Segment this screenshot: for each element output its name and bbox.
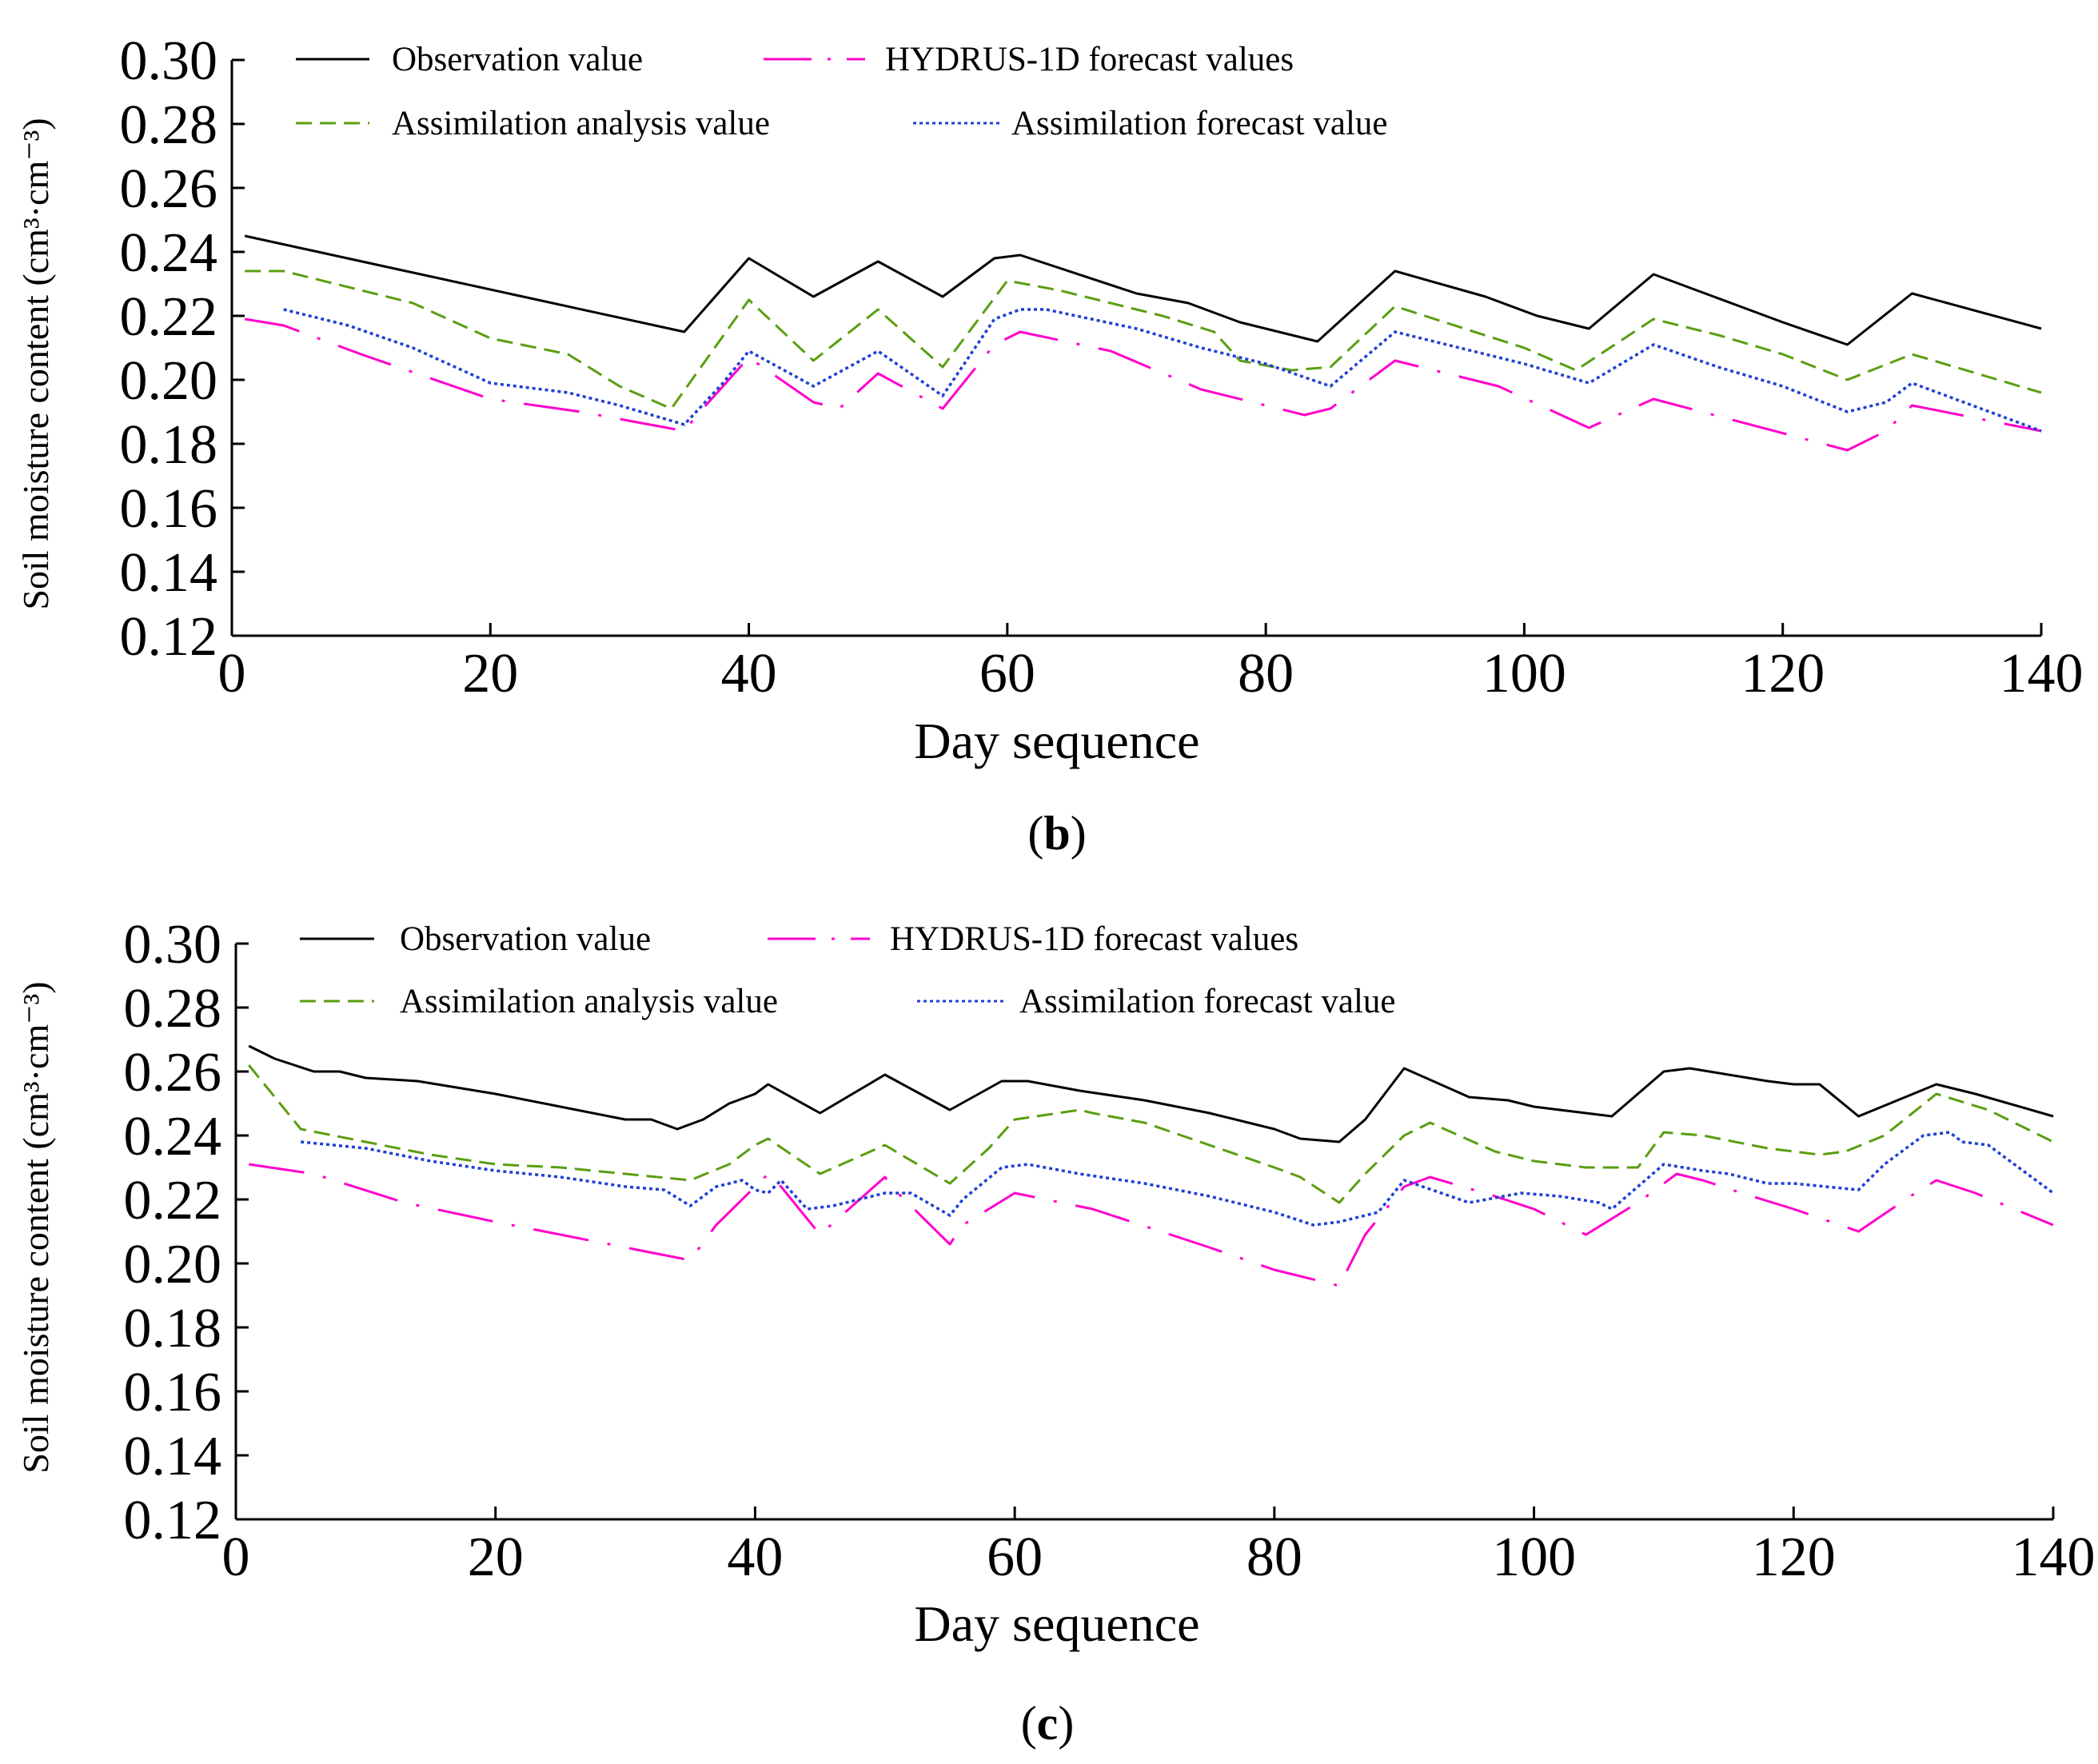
x-tick-label: 40 xyxy=(721,643,777,704)
y-tick-label: 0.26 xyxy=(120,158,218,220)
legend-label: Observation value xyxy=(400,920,651,958)
series-line-assimilation-forecast-value xyxy=(301,1131,2055,1227)
y-tick-label: 0.16 xyxy=(120,478,218,540)
y-tick-label: 0.26 xyxy=(124,1042,222,1103)
y-tick-label: 0.22 xyxy=(120,286,218,348)
legend-label: Assimilation analysis value xyxy=(400,983,778,1020)
x-tick-label: 0 xyxy=(218,643,246,704)
series-line-hydrus-1d-forecast-values xyxy=(244,317,2042,452)
x-tick-label: 20 xyxy=(468,1527,524,1588)
legend-label: HYDRUS-1D forecast values xyxy=(885,41,1294,78)
x-tick-label: 60 xyxy=(987,1527,1043,1588)
x-tick-label: 140 xyxy=(2000,643,2084,704)
x-tick-label: 120 xyxy=(1752,1527,1836,1588)
x-tick-label: 100 xyxy=(1482,643,1566,704)
y-axis-label: Soil moisture content (cm³·cm⁻³) xyxy=(15,118,56,609)
y-tick-label: 0.18 xyxy=(124,1298,222,1359)
series-line-hydrus-1d-forecast-values xyxy=(248,1163,2054,1287)
x-axis-label: Day sequence xyxy=(914,712,1199,769)
x-tick-label: 100 xyxy=(1492,1527,1576,1588)
y-tick-label: 0.14 xyxy=(124,1426,222,1487)
y-tick-label: 0.12 xyxy=(120,606,218,668)
x-tick-label: 0 xyxy=(222,1527,250,1588)
panel-label: (b) xyxy=(1027,807,1086,860)
y-tick-label: 0.20 xyxy=(124,1234,222,1295)
x-axis-label: Day sequence xyxy=(914,1595,1199,1652)
x-tick-label: 120 xyxy=(1741,643,1825,704)
y-tick-label: 0.28 xyxy=(124,978,222,1040)
chart-panel-b: Soil moisture content (cm³·cm⁻³) Day seq… xyxy=(15,30,2084,860)
y-tick-label: 0.12 xyxy=(124,1490,222,1551)
x-tick-label: 40 xyxy=(727,1527,783,1588)
y-tick-label: 0.20 xyxy=(120,350,218,412)
legend-label: Assimilation forecast value xyxy=(1011,105,1387,142)
series-line-observation-value xyxy=(248,1044,2054,1143)
legend-label: HYDRUS-1D forecast values xyxy=(890,920,1298,958)
series-line-observation-value xyxy=(244,234,2042,346)
legend-label: Assimilation analysis value xyxy=(392,105,770,142)
y-tick-label: 0.22 xyxy=(124,1170,222,1231)
y-tick-label: 0.16 xyxy=(124,1362,222,1423)
series-line-assimilation-forecast-value xyxy=(283,308,2042,433)
series-line-assimilation-analysis-value xyxy=(245,269,2042,410)
y-tick-label: 0.14 xyxy=(120,542,218,604)
x-tick-label: 60 xyxy=(979,643,1035,704)
x-tick-label: 80 xyxy=(1238,643,1294,704)
y-axis-label: Soil moisture content (cm³·cm⁻³) xyxy=(15,981,56,1473)
y-tick-label: 0.24 xyxy=(124,1106,222,1167)
chart-panel-c: Soil moisture content (cm³·cm⁻³) Day seq… xyxy=(15,914,2096,1750)
x-tick-label: 20 xyxy=(462,643,518,704)
x-tick-label: 80 xyxy=(1246,1527,1302,1588)
panel-label: (c) xyxy=(1021,1697,1075,1750)
y-tick-label: 0.30 xyxy=(124,914,222,976)
y-tick-label: 0.18 xyxy=(120,414,218,476)
legend-label: Observation value xyxy=(392,41,643,78)
x-tick-label: 140 xyxy=(2012,1527,2096,1588)
y-tick-label: 0.30 xyxy=(120,30,218,92)
legend-label: Assimilation forecast value xyxy=(1019,983,1395,1020)
series-line-assimilation-analysis-value xyxy=(248,1064,2054,1204)
y-tick-label: 0.24 xyxy=(120,222,218,284)
y-tick-label: 0.28 xyxy=(120,94,218,156)
